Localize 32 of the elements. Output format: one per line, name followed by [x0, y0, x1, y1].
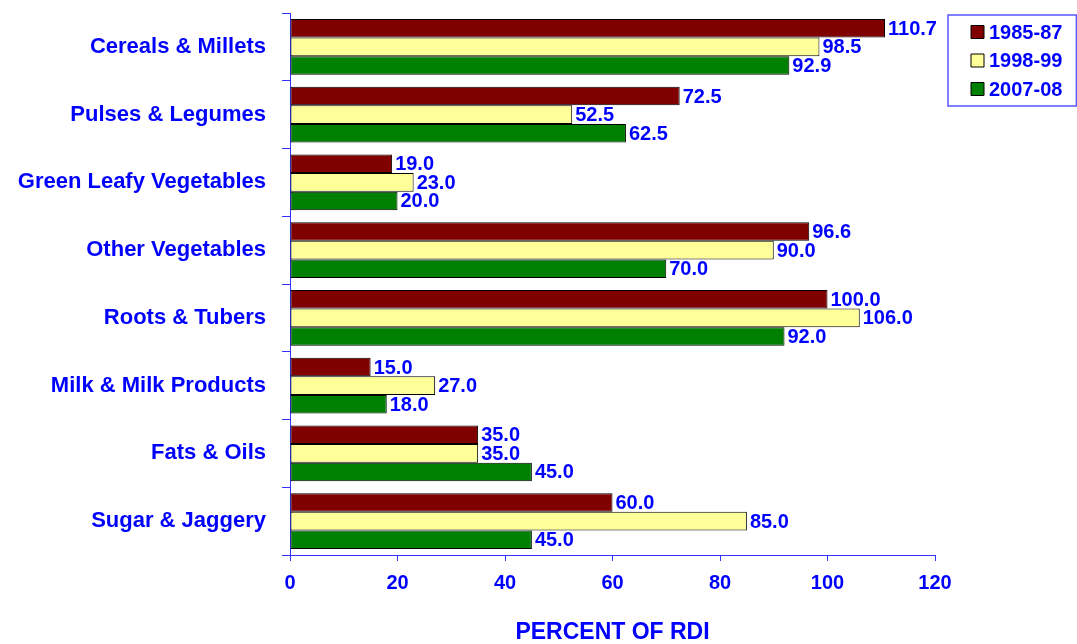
y-tick-label: Roots & Tubers	[103, 303, 266, 329]
data-label: 27.0	[438, 374, 478, 397]
x-tick-label: 40	[493, 570, 517, 593]
x-axis-title: PERCENT OF RDI	[515, 617, 710, 644]
data-label: 72.5	[682, 84, 722, 107]
data-label: 85.0	[749, 509, 789, 532]
data-label: 110.7	[888, 16, 937, 39]
x-tick-label: 80	[708, 570, 732, 593]
data-label: 92.0	[787, 324, 827, 347]
y-tick-label: Milk & Milk Products	[50, 371, 266, 397]
y-tick-label: Pulses & Legumes	[70, 100, 266, 126]
data-label: 45.0	[534, 528, 574, 551]
data-label: 52.5	[575, 103, 615, 126]
y-tick-label: Cereals & Millets	[89, 32, 266, 58]
x-tick-label: 120	[918, 570, 952, 593]
data-label: 70.0	[669, 257, 709, 280]
data-label: 62.5	[628, 121, 668, 144]
x-tick-label: 100	[810, 570, 845, 593]
data-label: 18.0	[389, 392, 429, 415]
y-tick-label: Sugar & Jaggery	[91, 507, 267, 533]
data-label: 60.0	[615, 491, 655, 514]
x-tick-label: 0	[284, 570, 296, 593]
legend-label: 2007-08	[989, 77, 1063, 100]
x-tick-label: 60	[601, 570, 624, 593]
y-tick-label: Other Vegetables	[86, 236, 266, 262]
legend-label: 1998-99	[989, 49, 1063, 72]
y-tick-label: Green Leafy Vegetables	[17, 168, 266, 194]
data-label: 45.0	[534, 460, 574, 483]
legend-label: 1985-87	[989, 20, 1063, 43]
x-tick-label: 20	[386, 570, 409, 593]
data-label: 15.0	[373, 355, 413, 378]
y-tick-label: Fats & Oils	[151, 439, 266, 465]
